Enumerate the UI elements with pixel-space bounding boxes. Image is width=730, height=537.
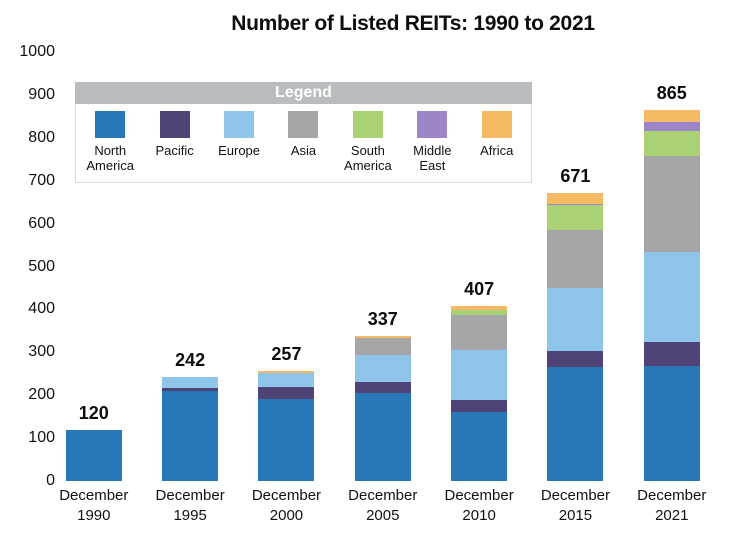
legend-label: Asia (290, 143, 317, 158)
bar-december-2015 (547, 193, 604, 481)
y-tick-label-100: 100 (28, 429, 55, 447)
x-axis-label-december-2010: December 2010 (444, 487, 514, 524)
legend-label: Pacific (155, 143, 194, 158)
legend-items: North America Pacific Europe Asia South Amer… (75, 104, 532, 183)
segment-north-america (65, 429, 122, 481)
bar-total-label: 407 (464, 279, 495, 300)
legend-label: Africa (480, 143, 514, 158)
y-tick-label-200: 200 (28, 386, 55, 404)
y-tick-label-800: 800 (28, 128, 55, 146)
legend-swatch-europe (224, 111, 255, 138)
segment-north-america (643, 365, 700, 481)
segment-europe (643, 251, 700, 343)
segment-asia (354, 338, 411, 356)
y-tick-label-600: 600 (28, 214, 55, 232)
legend-swatch-north-america (95, 111, 126, 138)
bar-december-1995 (162, 377, 219, 481)
y-tick-label-500: 500 (28, 257, 55, 275)
x-axis-label-december-2005: December 2005 (348, 487, 418, 524)
legend-title: Legend (75, 82, 532, 104)
y-tick-label-700: 700 (28, 171, 55, 189)
segment-asia (451, 315, 508, 351)
legend-swatch-africa (481, 111, 512, 138)
bar-december-2021 (643, 109, 700, 481)
legend-item-north-america: North America (78, 111, 142, 173)
segment-asia (547, 230, 604, 288)
legend-label: South America (344, 143, 392, 173)
legend-label: Europe (218, 143, 261, 158)
segment-north-america (162, 390, 219, 481)
bar-total-label: 257 (271, 343, 302, 364)
legend-swatch-middle-east (417, 111, 448, 138)
segment-pacific (451, 399, 508, 413)
segment-europe (354, 355, 411, 383)
legend-item-africa: Africa (465, 111, 529, 158)
chart-title: Number of Listed REITs: 1990 to 2021 (231, 12, 595, 35)
legend-item-pacific: Pacific (142, 111, 206, 158)
segment-europe (547, 287, 604, 352)
bar-total-label: 242 (175, 350, 206, 371)
x-axis-label-december-2000: December 2000 (251, 487, 322, 524)
segment-africa (354, 336, 411, 339)
segment-asia (643, 155, 700, 252)
segment-pacific (643, 342, 700, 366)
legend-item-europe: Europe (207, 111, 271, 158)
legend-item-middle-east: Middle East (400, 111, 464, 173)
y-tick-label-300: 300 (28, 343, 55, 361)
bar-total-label: 120 (78, 402, 109, 423)
bar-december-1990 (65, 429, 122, 481)
y-tick-label-1000: 1000 (19, 43, 55, 60)
bar-december-2005 (354, 336, 411, 481)
legend-item-asia: Asia (271, 111, 335, 158)
segment-pacific (547, 351, 604, 367)
segment-pacific (354, 382, 411, 393)
segment-south-america (451, 310, 508, 316)
segment-middle-east (547, 203, 604, 206)
segment-north-america (258, 398, 315, 481)
segment-south-america (643, 130, 700, 156)
segment-north-america (547, 366, 604, 481)
y-tick-label-0: 0 (46, 472, 55, 489)
legend-swatch-pacific (159, 111, 190, 138)
segment-north-america (451, 412, 508, 481)
legend-label: Middle East (413, 143, 452, 173)
segment-africa (451, 306, 508, 311)
segment-africa (643, 109, 700, 122)
legend-swatch-south-america (352, 111, 383, 138)
legend-swatch-asia (288, 111, 319, 138)
bar-total-label: 337 (367, 309, 398, 330)
bar-december-2000 (258, 370, 315, 481)
legend-item-south-america: South America (336, 111, 400, 173)
segment-africa (258, 370, 315, 374)
segment-pacific (258, 387, 315, 399)
y-tick-label-400: 400 (28, 300, 55, 318)
x-axis-label-december-2021: December 2021 (637, 487, 707, 524)
x-axis-label-december-1990: December 1990 (59, 487, 129, 524)
bar-total-label: 865 (656, 82, 687, 103)
segment-europe (162, 377, 219, 388)
x-axis-label-december-1995: December 1995 (155, 487, 225, 524)
y-tick-label-900: 900 (28, 85, 55, 103)
segment-south-america (547, 205, 604, 231)
segment-europe (451, 350, 508, 400)
segment-north-america (354, 392, 411, 481)
segment-europe (258, 373, 315, 388)
segment-africa (547, 193, 604, 204)
segment-pacific (162, 387, 219, 391)
legend-box: Legend North America Pacific Europe Asia Sou… (75, 82, 532, 183)
bar-december-2010 (451, 306, 508, 481)
bar-total-label: 671 (560, 166, 591, 187)
x-axis-label-december-2015: December 2015 (540, 487, 611, 524)
legend-label: North America (86, 143, 135, 173)
segment-middle-east (643, 121, 700, 131)
